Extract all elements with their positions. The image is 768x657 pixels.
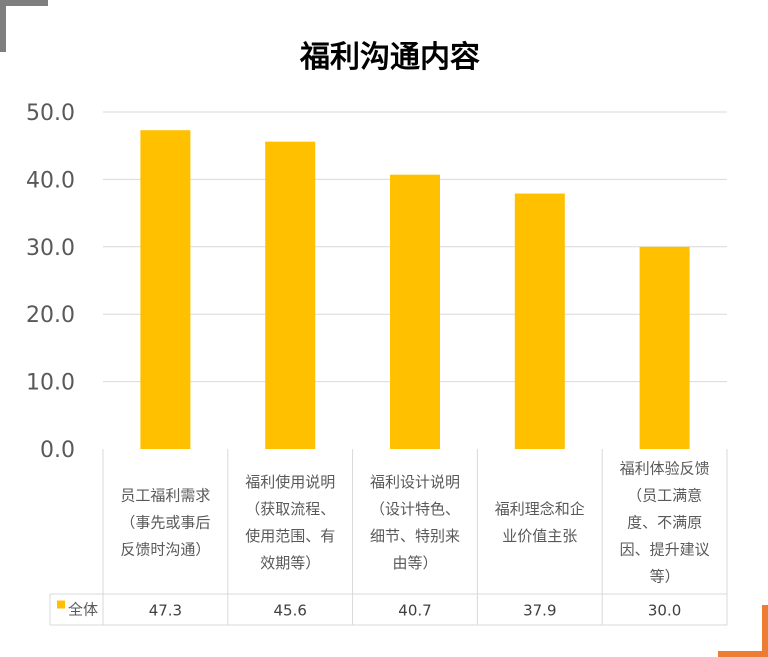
data-value-label: 37.9 [523, 602, 556, 620]
data-value-label: 40.7 [398, 602, 431, 620]
y-tick-label: 20.0 [26, 303, 75, 328]
bar [514, 193, 565, 449]
x-category-label: 福利使用说明（获取流程、使用范围、有效期等） [245, 473, 335, 572]
legend-series-name: 全体 [68, 601, 98, 619]
data-table: 员工福利需求（事先或事后反馈时沟通） 福利使用说明（获取流程、使用范围、有效期等）… [49, 449, 728, 626]
data-value-label: 45.6 [273, 602, 306, 620]
y-tick-label: 50.0 [26, 101, 75, 126]
bar [639, 246, 690, 449]
bar [265, 141, 316, 449]
data-value-label: 30.0 [648, 602, 681, 620]
data-value-label: 47.3 [149, 602, 182, 620]
corner-bracket-top-left [0, 0, 48, 52]
bar [390, 174, 440, 449]
bars [140, 130, 690, 449]
y-tick-label: 0.0 [40, 438, 75, 463]
y-tick-label: 30.0 [26, 236, 75, 261]
corner-bracket-bottom-right [718, 605, 768, 657]
x-category-label: 福利理念和企业价值主张 [495, 500, 585, 545]
y-tick-label: 40.0 [26, 168, 75, 193]
legend-swatch [57, 600, 65, 609]
bar [140, 130, 191, 449]
y-axis-ticks: 0.0 10.0 20.0 30.0 40.0 50.0 [26, 101, 75, 463]
chart-title: 福利沟通内容 [299, 40, 480, 75]
x-category-label: 福利设计说明（设计特色、细节、特别来由等） [370, 473, 460, 572]
y-tick-label: 10.0 [26, 371, 75, 396]
x-category-label: 福利体验反馈（员工满意度、不满原因、提升建议等） [620, 460, 710, 586]
x-category-label: 员工福利需求（事先或事后反馈时沟通） [120, 487, 210, 559]
